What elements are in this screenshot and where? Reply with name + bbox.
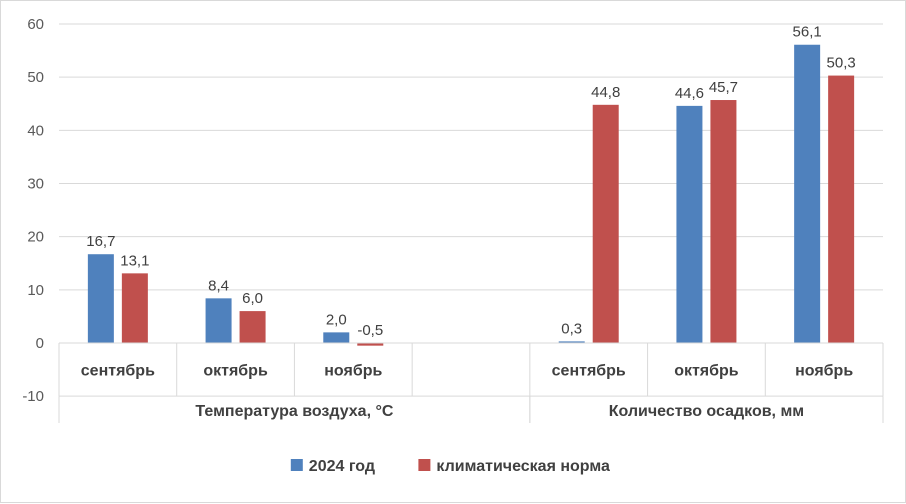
- data-label: 0,3: [561, 320, 582, 337]
- data-label: 44,8: [591, 84, 620, 101]
- data-label: 8,4: [208, 277, 229, 294]
- bar-climate-norm: [239, 311, 266, 343]
- y-tick-label: 30: [27, 176, 44, 193]
- data-label: -0,5: [357, 322, 383, 339]
- y-tick-label: 10: [27, 282, 44, 299]
- category-label: сентябрь: [552, 363, 626, 380]
- bar-climate-norm: [357, 343, 384, 346]
- bar-year-2024: [323, 332, 350, 343]
- bars: [87, 44, 855, 346]
- data-label: 16,7: [86, 233, 115, 250]
- y-tick-label: 20: [27, 229, 44, 246]
- bar-year-2024: [676, 105, 703, 343]
- bar-climate-norm: [828, 75, 855, 344]
- legend-swatch: [290, 459, 303, 471]
- data-label: 45,7: [709, 79, 738, 96]
- category-label: ноябрь: [795, 363, 853, 380]
- y-tick-label: 50: [27, 69, 44, 86]
- category-label: октябрь: [674, 363, 739, 380]
- bar-year-2024: [794, 44, 821, 344]
- bar-year-2024: [87, 254, 114, 343]
- x-axis: сентябрь октябрь ноябрь сентябрь октябрь нояб…: [58, 342, 884, 423]
- y-tick-label: 60: [27, 16, 44, 33]
- data-labels: 16,7 13,1 8,4 6,0 2,0 -0,5 0,3 44,8 44,6 45,7 56,1…: [86, 24, 855, 339]
- legend-swatch: [418, 459, 431, 471]
- bar-year-2024: [558, 341, 585, 343]
- category-label: сентябрь: [81, 363, 155, 380]
- category-label: октябрь: [203, 363, 268, 380]
- y-tick-label: 40: [27, 122, 44, 139]
- y-tick-label: 0: [36, 335, 44, 352]
- data-label: 44,6: [675, 85, 704, 102]
- group-label: Количество осадков, мм: [609, 403, 804, 420]
- data-label: 13,1: [120, 252, 149, 269]
- y-axis: -10 0 10 20 30 40 50 60: [22, 16, 44, 405]
- bar-climate-norm: [121, 273, 148, 343]
- legend-label: 2024 год: [309, 458, 375, 475]
- category-label: ноябрь: [324, 363, 382, 380]
- data-label: 2,0: [326, 311, 347, 328]
- gridlines: [59, 23, 883, 291]
- data-label: 56,1: [793, 24, 822, 41]
- bar-year-2024: [205, 298, 232, 343]
- legend: 2024 год климатическая норма: [290, 458, 610, 475]
- data-label: 6,0: [242, 290, 263, 307]
- data-label: 50,3: [827, 55, 856, 72]
- y-tick-label: -10: [22, 388, 44, 405]
- legend-label: климатическая норма: [436, 458, 610, 475]
- group-label: Температура воздуха, °С: [195, 403, 393, 420]
- bar-climate-norm: [592, 104, 619, 344]
- bar-climate-norm: [710, 100, 737, 343]
